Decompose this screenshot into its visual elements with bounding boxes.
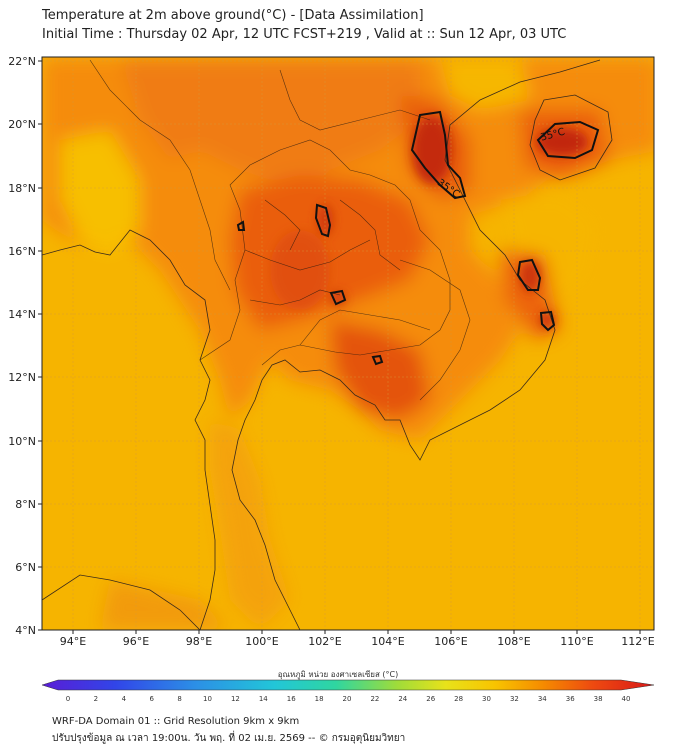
lat-tick: 22°N [8, 55, 36, 68]
lon-tick: 108°E [497, 635, 530, 648]
latitude-axis: 22°N 20°N 18°N 16°N 14°N 12°N 10°N 8°N 6… [8, 55, 42, 637]
coastlines [42, 59, 613, 630]
lat-tick: 18°N [8, 182, 36, 195]
lon-tick: 100°E [245, 635, 278, 648]
longitude-axis: 94°E 96°E 98°E 100°E 102°E 104°E 106°E 1… [60, 630, 655, 648]
lat-tick: 8°N [15, 498, 36, 511]
colorbar-tick: 20 [343, 695, 352, 703]
lat-tick: 6°N [15, 561, 36, 574]
borders [89, 59, 471, 401]
temperature-field: 35°C 35°C [42, 57, 654, 630]
colorbar-tick: 26 [426, 695, 435, 703]
colorbar-tick: 6 [149, 695, 154, 703]
lon-tick: 112°E [621, 635, 654, 648]
colorbar-tick: 16 [287, 695, 296, 703]
colorbar-tick: 28 [454, 695, 463, 703]
map-frame [41, 56, 655, 631]
lat-tick: 4°N [15, 624, 36, 637]
colorbar-tick: 32 [510, 695, 519, 703]
colorbar-tick: 8 [177, 695, 181, 703]
footer-domain: WRF-DA Domain 01 :: Grid Resolution 9km … [52, 716, 300, 727]
lat-tick: 10°N [8, 435, 36, 448]
colorbar-tick: 22 [370, 695, 379, 703]
colorbar-tick: 12 [231, 695, 240, 703]
lon-tick: 98°E [186, 635, 212, 648]
map-title: Temperature at 2m above ground(°C) - [Da… [42, 8, 424, 23]
lon-tick: 96°E [123, 635, 149, 648]
colorbar-tick: 0 [66, 695, 70, 703]
colorbar-tick: 30 [482, 695, 491, 703]
lon-tick: 110°E [560, 635, 593, 648]
colorbar-tick: 18 [315, 695, 324, 703]
contour-35c [236, 110, 600, 366]
colorbar-tick: 40 [622, 695, 631, 703]
colorbar-tick: 14 [259, 695, 268, 703]
lon-tick: 106°E [434, 635, 467, 648]
colorbar-tick: 38 [594, 695, 603, 703]
lat-tick: 20°N [8, 118, 36, 131]
colorbar-tick: 4 [122, 695, 127, 703]
colorbar-tick: 24 [398, 695, 407, 703]
colorbar-tick: 36 [566, 695, 575, 703]
footer-update: ปรับปรุงข้อมูล ณ เวลา 19:00น. วัน พฤ. ที… [52, 733, 406, 744]
colorbar-gradient [41, 679, 655, 691]
lat-tick: 12°N [8, 371, 36, 384]
colorbar-tick: 10 [203, 695, 212, 703]
lon-tick: 102°E [308, 635, 341, 648]
lon-tick: 104°E [371, 635, 404, 648]
colorbar-tick: 2 [94, 695, 98, 703]
lat-tick: 14°N [8, 308, 36, 321]
lat-tick: 16°N [8, 245, 36, 258]
colorbar-label: อุณหภูมิ หน่วย องศาเซลเซียส (°C) [277, 670, 399, 679]
colorbar-tick: 34 [538, 695, 547, 703]
lon-tick: 94°E [60, 635, 86, 648]
colorbar: 0 2 4 6 8 10 12 14 16 18 20 22 24 26 28 30 32 34 36 38 40 [41, 679, 655, 703]
map-subtitle: Initial Time : Thursday 02 Apr, 12 UTC F… [42, 27, 567, 42]
